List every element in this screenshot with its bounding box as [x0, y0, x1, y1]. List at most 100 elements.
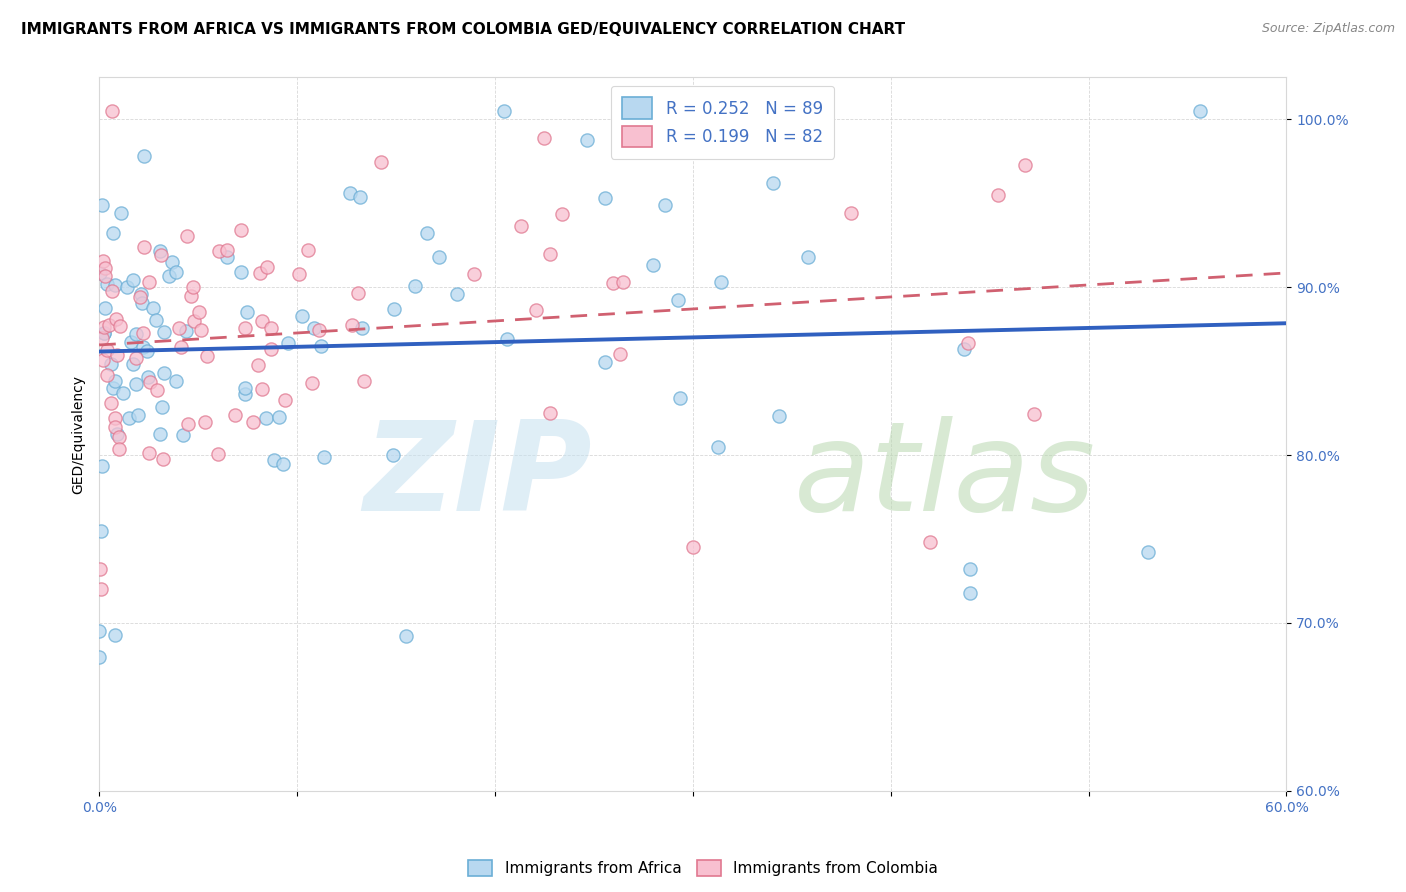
Point: [353, 374, 375, 388]
Point: [176, 229, 198, 244]
Point: [1014, 158, 1036, 172]
Point: [233, 320, 256, 334]
Point: [125, 326, 148, 341]
Point: [427, 250, 450, 264]
Point: [117, 410, 139, 425]
Point: [149, 244, 172, 258]
Point: [110, 318, 132, 333]
Point: [132, 149, 155, 163]
Legend: R = 0.252   N = 89, R = 0.199   N = 82: R = 0.252 N = 89, R = 0.199 N = 82: [610, 86, 834, 159]
Legend: Immigrants from Africa, Immigrants from Colombia: Immigrants from Africa, Immigrants from …: [461, 855, 945, 882]
Point: [768, 409, 790, 423]
Point: [128, 290, 150, 304]
Point: [101, 226, 124, 240]
Text: atlas: atlas: [794, 417, 1095, 538]
Point: [107, 442, 129, 456]
Point: [215, 250, 238, 264]
Point: [132, 326, 155, 341]
Point: [575, 132, 598, 146]
Point: [260, 321, 283, 335]
Point: [207, 447, 229, 461]
Point: [101, 381, 124, 395]
Point: [105, 427, 128, 442]
Point: [104, 278, 127, 293]
Point: [229, 265, 252, 279]
Point: [233, 386, 256, 401]
Text: IMMIGRANTS FROM AFRICA VS IMMIGRANTS FROM COLOMBIA GED/EQUIVALENCY CORRELATION C: IMMIGRANTS FROM AFRICA VS IMMIGRANTS FRO…: [21, 22, 905, 37]
Point: [710, 275, 733, 289]
Point: [249, 266, 271, 280]
Point: [550, 207, 572, 221]
Point: [104, 628, 127, 642]
Point: [131, 340, 153, 354]
Point: [165, 375, 187, 389]
Point: [138, 275, 160, 289]
Point: [291, 310, 314, 324]
Point: [112, 386, 135, 401]
Point: [274, 392, 297, 407]
Point: [180, 288, 202, 302]
Point: [666, 293, 689, 307]
Point: [538, 247, 561, 261]
Point: [987, 188, 1010, 202]
Point: [100, 357, 122, 371]
Point: [110, 206, 132, 220]
Point: [149, 248, 172, 262]
Point: [91, 198, 114, 212]
Point: [208, 244, 231, 259]
Point: [509, 219, 531, 234]
Point: [224, 409, 246, 423]
Point: [153, 366, 176, 380]
Text: ZIP: ZIP: [363, 417, 592, 538]
Point: [104, 311, 127, 326]
Point: [297, 243, 319, 257]
Point: [100, 284, 122, 298]
Point: [132, 240, 155, 254]
Point: [94, 260, 117, 275]
Point: [125, 351, 148, 366]
Point: [139, 375, 162, 389]
Point: [170, 340, 193, 354]
Point: [1188, 103, 1211, 118]
Point: [381, 448, 404, 462]
Point: [957, 335, 980, 350]
Point: [125, 376, 148, 391]
Point: [162, 254, 184, 268]
Point: [159, 268, 181, 283]
Point: [352, 321, 374, 335]
Point: [254, 410, 277, 425]
Point: [138, 446, 160, 460]
Point: [236, 304, 259, 318]
Point: [277, 336, 299, 351]
Point: [120, 334, 142, 349]
Point: [89, 562, 111, 576]
Point: [127, 408, 149, 422]
Point: [395, 629, 418, 643]
Point: [308, 322, 330, 336]
Point: [602, 276, 624, 290]
Point: [370, 155, 392, 169]
Point: [1022, 407, 1045, 421]
Point: [194, 415, 217, 429]
Point: [416, 226, 439, 240]
Point: [250, 313, 273, 327]
Point: [121, 357, 143, 371]
Point: [496, 333, 519, 347]
Point: [94, 301, 117, 315]
Point: [91, 330, 114, 344]
Point: [342, 318, 364, 332]
Point: [104, 420, 127, 434]
Point: [136, 343, 159, 358]
Point: [1136, 545, 1159, 559]
Point: [90, 459, 112, 474]
Point: [252, 383, 274, 397]
Point: [242, 415, 264, 429]
Point: [93, 320, 115, 334]
Point: [229, 223, 252, 237]
Point: [533, 131, 555, 145]
Point: [131, 296, 153, 310]
Point: [339, 186, 361, 200]
Point: [463, 267, 485, 281]
Point: [609, 346, 631, 360]
Point: [260, 342, 283, 356]
